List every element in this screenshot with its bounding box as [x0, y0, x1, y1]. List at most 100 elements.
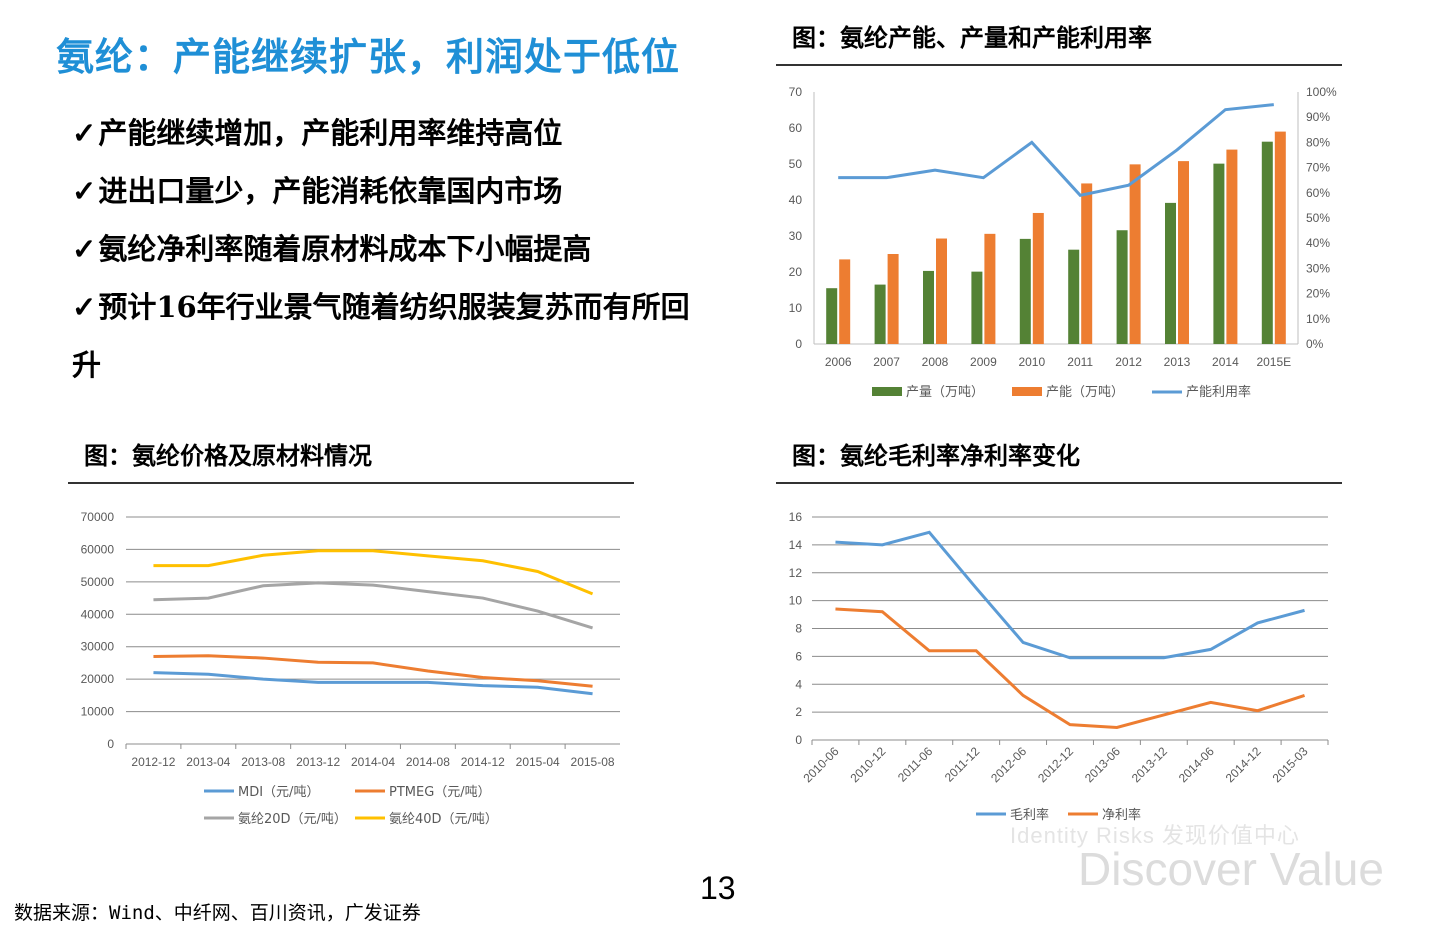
- y-tick-label: 40000: [81, 607, 115, 621]
- x-tick-label: 2012: [1115, 355, 1142, 369]
- y2-tick-label: 50%: [1306, 211, 1330, 225]
- y2-tick-label: 10%: [1306, 312, 1330, 326]
- y-tick-label: 10000: [81, 705, 115, 719]
- page-number: 13: [700, 870, 736, 906]
- bullet-item: ✓产能继续增加，产能利用率维持高位: [72, 104, 712, 162]
- x-tick-label: 2015-04: [516, 755, 560, 769]
- bullet-text: 预计16年行业景气随着纺织服装复苏而有所回升: [72, 290, 690, 382]
- y2-tick-label: 90%: [1306, 110, 1330, 124]
- x-tick-label: 2010: [1018, 355, 1045, 369]
- bar-production: [1261, 141, 1273, 344]
- bar-production: [1068, 249, 1080, 344]
- bar-capacity: [1129, 164, 1141, 344]
- bar-capacity: [1226, 149, 1238, 344]
- bar-production: [1019, 238, 1031, 344]
- bar-production: [1116, 230, 1128, 344]
- y-tick-label: 70000: [81, 510, 115, 524]
- x-tick-label: 2013-04: [186, 755, 230, 769]
- fig2-title: 图：氨纶价格及原材料情况: [84, 441, 372, 470]
- page-title: 氨纶：产能继续扩张，利润处于低位: [56, 34, 681, 79]
- bar-capacity: [984, 233, 996, 344]
- bullet-item: ✓氨纶净利率随着原材料成本下小幅提高: [72, 220, 712, 278]
- bar-production: [971, 271, 983, 344]
- bar-capacity: [1274, 131, 1286, 344]
- x-tick-label: 2014: [1212, 355, 1239, 369]
- y-tick-label: 6: [795, 649, 802, 663]
- legend-label: 净利率: [1102, 807, 1141, 823]
- margins-chart: 0 2 4 6 8 10 12 14 16 2010-06 2010-12 2011-06 2011-1…: [776, 490, 1342, 840]
- x-tick-label: 2007: [873, 355, 900, 369]
- prices-svg: 0 10000 20000 30000 40000 50000 60000 70000 2012…: [81, 510, 620, 827]
- legend-label: 产能利用率: [1186, 384, 1251, 400]
- y-tick-label: 0: [107, 737, 114, 751]
- x-tick-label: 2015E: [1256, 355, 1291, 369]
- y-tick-label: 20000: [81, 672, 115, 686]
- bar-production: [826, 288, 838, 344]
- legend-label: 氨纶40D（元/吨）: [389, 812, 498, 827]
- x-tick-label: 2014-04: [351, 755, 395, 769]
- x-tick-label: 2013-12: [1129, 744, 1170, 785]
- y-tick-label: 0: [795, 733, 802, 747]
- y-tick-label: 16: [789, 510, 803, 524]
- y2-tick-label: 30%: [1306, 261, 1330, 275]
- x-tick-label: 2009: [970, 355, 997, 369]
- bar-production: [874, 284, 886, 344]
- legend-label: 产能（万吨）: [1046, 385, 1124, 400]
- x-tick-label: 2013: [1164, 355, 1191, 369]
- legend-label: 产量（万吨）: [906, 385, 984, 400]
- bar-capacity: [839, 259, 851, 344]
- x-tick-label: 2011: [1067, 355, 1093, 369]
- y2-tick-label: 100%: [1306, 85, 1337, 99]
- x-tick-label: 2014-08: [406, 755, 450, 769]
- check-icon: ✓: [72, 290, 97, 324]
- x-tick-label: 2011-12: [942, 744, 983, 785]
- y-tick-label: 30000: [81, 640, 115, 654]
- data-source: 数据来源：Wind、中纤网、百川资讯，广发证券: [14, 902, 421, 924]
- y-tick-label: 10: [789, 594, 803, 608]
- x-tick-label: 2011-06: [895, 744, 936, 785]
- x-tick-label: 2010-12: [847, 744, 888, 785]
- x-tick-label: 2013-08: [241, 755, 285, 769]
- y2-tick-label: 70%: [1306, 161, 1330, 175]
- bullet-text: 进出口量少，产能消耗依靠国内市场: [98, 174, 563, 208]
- y-tick-label: 40: [789, 193, 803, 207]
- y2-tick-label: 60%: [1306, 186, 1330, 200]
- legend-label: 毛利率: [1010, 807, 1049, 823]
- legend-label: PTMEG（元/吨）: [389, 785, 491, 800]
- y-tick-label: 50: [789, 157, 803, 171]
- legend-swatch-production: [872, 387, 902, 396]
- x-tick-label: 2015-08: [571, 755, 615, 769]
- x-tick-label: 2014-12: [1223, 744, 1264, 785]
- y-tick-label: 70: [789, 85, 803, 99]
- check-icon: ✓: [72, 116, 97, 150]
- series-line: [153, 549, 594, 596]
- fig2-rule: [68, 482, 634, 484]
- bar-capacity: [1081, 183, 1093, 344]
- prices-chart: 0 10000 20000 30000 40000 50000 60000 70000 2012…: [68, 490, 634, 840]
- x-tick-label: 2014-06: [1176, 744, 1217, 785]
- bullet-text: 氨纶净利率随着原材料成本下小幅提高: [98, 232, 592, 266]
- check-icon: ✓: [72, 174, 97, 208]
- legend-label: MDI（元/吨）: [238, 785, 319, 800]
- y-tick-label: 14: [789, 538, 803, 552]
- x-tick-label: 2013-06: [1082, 744, 1123, 785]
- y-tick-label: 8: [795, 622, 802, 636]
- x-tick-label: 2010-06: [801, 744, 842, 785]
- margins-svg: 0 2 4 6 8 10 12 14 16 2010-06 2010-12 2011-06 2011-1…: [789, 510, 1329, 823]
- fig1-rule: [776, 64, 1342, 66]
- x-tick-label: 2015-03: [1270, 744, 1311, 785]
- bullet-list: ✓产能继续增加，产能利用率维持高位 ✓进出口量少，产能消耗依靠国内市场 ✓氨纶净…: [72, 104, 712, 394]
- fig3-title: 图：氨纶毛利率净利率变化: [792, 441, 1080, 470]
- series-line: [835, 607, 1306, 729]
- capacity-svg: 0 10 20 30 40 50 60 70 0% 10% 20% 30% 40% 50% 60% 70% 80…: [789, 85, 1337, 400]
- x-tick-label: 2012-06: [988, 744, 1029, 785]
- x-tick-label: 2012-12: [1035, 744, 1076, 785]
- bar-production: [1213, 163, 1225, 344]
- y2-tick-label: 0%: [1306, 337, 1324, 351]
- bullet-item: ✓进出口量少，产能消耗依靠国内市场: [72, 162, 712, 220]
- legend-label: 氨纶20D（元/吨）: [238, 812, 347, 827]
- y2-tick-label: 80%: [1306, 135, 1330, 149]
- y-tick-label: 20: [789, 265, 803, 279]
- bar-production: [1165, 202, 1176, 344]
- x-tick-label: 2013-12: [296, 755, 340, 769]
